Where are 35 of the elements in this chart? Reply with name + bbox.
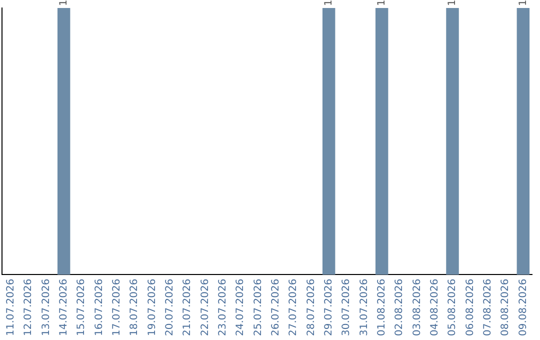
x-tick-label: 02.08.2026	[394, 278, 406, 336]
x-tick-label: 24.07.2026	[235, 278, 246, 336]
data-label: 1	[323, 0, 334, 6]
x-tick-label: 31.07.2026	[358, 278, 370, 336]
x-tick-label: 19.07.2026	[146, 278, 158, 336]
data-label: 1	[376, 0, 388, 6]
x-tick-label: 11.07.2026	[5, 278, 16, 336]
x-tick-label: 13.07.2026	[40, 278, 52, 336]
x-tick-label: 07.08.2026	[482, 278, 494, 336]
x-tick-label: 25.07.2026	[252, 278, 264, 336]
x-tick-label: 14.07.2026	[58, 278, 70, 336]
data-label: 1	[518, 0, 529, 6]
x-tick-label: 15.07.2026	[76, 278, 88, 336]
x-tick-label: 27.07.2026	[288, 278, 300, 336]
x-tick-label: 28.07.2026	[306, 278, 317, 336]
x-tick-label: 30.07.2026	[341, 278, 352, 336]
x-tick-label: 22.07.2026	[200, 278, 211, 336]
x-tick-label: 04.08.2026	[429, 278, 440, 336]
x-tick-label: 01.08.2026	[376, 278, 388, 336]
data-label: 1	[447, 0, 458, 6]
x-tick-label: 06.08.2026	[464, 278, 476, 336]
x-tick-label: 20.07.2026	[164, 278, 176, 336]
x-tick-label: 09.08.2026	[518, 278, 529, 336]
x-tick-label: 16.07.2026	[94, 278, 105, 336]
x-tick-label: 23.07.2026	[217, 278, 228, 336]
x-tick-label: 03.08.2026	[412, 278, 423, 336]
x-tick-label: 18.07.2026	[129, 278, 140, 336]
x-tick-label: 12.07.2026	[23, 278, 34, 336]
x-tick-label: 17.07.2026	[111, 278, 122, 336]
x-tick-label: 26.07.2026	[270, 278, 282, 336]
x-tick-label: 21.07.2026	[182, 278, 194, 336]
data-label: 1	[58, 0, 70, 6]
x-tick-label: 29.07.2026	[323, 278, 334, 336]
x-tick-label: 08.08.2026	[500, 278, 512, 336]
x-tick-label: 05.08.2026	[447, 278, 458, 336]
